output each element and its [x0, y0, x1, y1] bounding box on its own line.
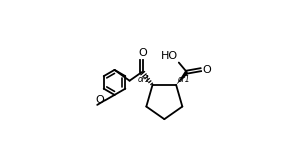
Text: O: O — [95, 95, 104, 105]
Text: O: O — [138, 48, 147, 58]
Text: or1: or1 — [137, 75, 150, 84]
Text: or1: or1 — [178, 75, 190, 84]
Text: HO: HO — [161, 51, 178, 61]
Polygon shape — [176, 71, 188, 85]
Text: O: O — [202, 65, 211, 75]
